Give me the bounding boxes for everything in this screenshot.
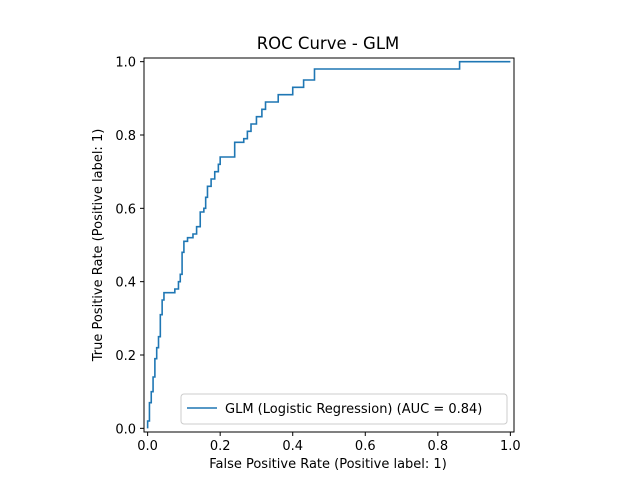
axes-frame [143, 57, 515, 433]
y-tick-label: 0.6 [115, 202, 136, 217]
x-axis-ticks: 0.0 0.2 0.4 0.6 0.8 1.0 [137, 432, 521, 454]
x-tick-label: 0.8 [427, 439, 448, 454]
plot-area [146, 60, 511, 429]
legend-box [180, 393, 508, 425]
roc-curve-line [146, 60, 511, 429]
y-tick-label: 1.0 [115, 56, 136, 71]
legend: GLM (Logistic Regression) (AUC = 0.84) [180, 393, 508, 425]
x-tick-label: 1.0 [500, 439, 521, 454]
x-tick-label: 0.0 [137, 439, 158, 454]
y-tick-label: 0.2 [115, 349, 136, 364]
legend-label: GLM (Logistic Regression) (AUC = 0.84) [225, 402, 482, 417]
y-tick-label: 0.0 [115, 422, 136, 437]
x-tick-label: 0.6 [355, 439, 376, 454]
y-tick-label: 0.8 [115, 129, 136, 144]
x-tick-label: 0.2 [210, 439, 231, 454]
chart-title: ROC Curve - GLM [257, 34, 400, 53]
x-axis-label: False Positive Rate (Positive label: 1) [209, 457, 447, 472]
y-axis-ticks: 0.0 0.2 0.4 0.6 0.8 1.0 [115, 56, 144, 437]
y-axis-label: True Positive Rate (Positive label: 1) [91, 129, 106, 363]
x-tick-label: 0.4 [282, 439, 303, 454]
y-tick-label: 0.4 [115, 276, 136, 291]
